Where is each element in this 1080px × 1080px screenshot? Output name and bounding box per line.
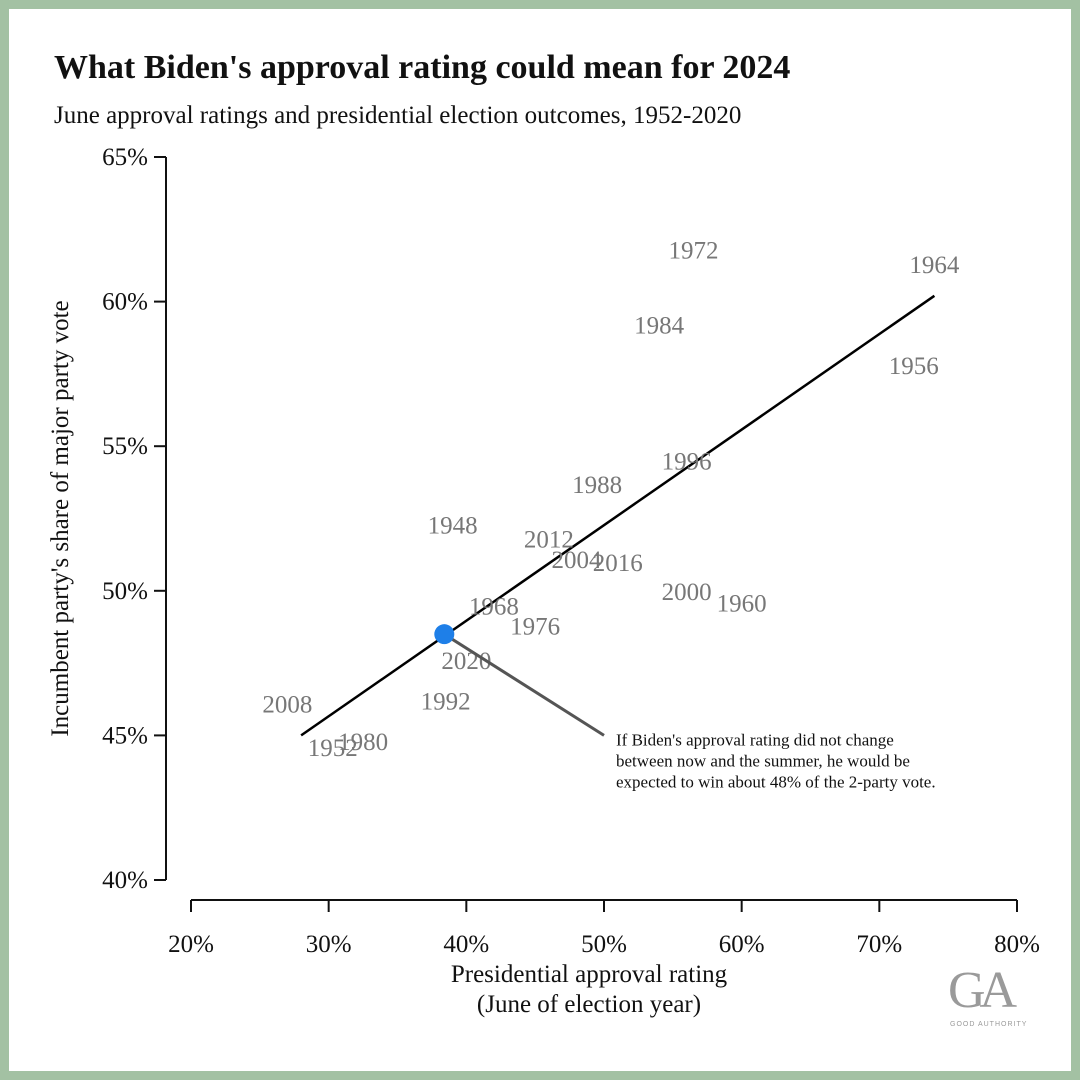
annotation-line: If Biden's approval rating did not chang… bbox=[616, 730, 894, 749]
y-axis-title: Incumbent party's share of major party v… bbox=[47, 300, 74, 736]
year-label-1948: 1948 bbox=[428, 512, 478, 539]
year-label-1960: 1960 bbox=[717, 590, 767, 617]
y-tick-label: 65% bbox=[102, 144, 148, 171]
year-label-2008: 2008 bbox=[262, 692, 312, 719]
year-label-2016: 2016 bbox=[593, 550, 643, 577]
regression-line bbox=[300, 294, 936, 737]
year-label-1964: 1964 bbox=[909, 252, 960, 279]
y-tick-label: 60% bbox=[102, 289, 148, 316]
x-tick-label: 20% bbox=[168, 931, 214, 958]
year-label-1972: 1972 bbox=[668, 238, 718, 265]
year-label-2012: 2012 bbox=[524, 527, 574, 554]
year-label-1952: 1952 bbox=[308, 735, 358, 762]
x-tick-label: 70% bbox=[856, 931, 902, 958]
logo-name: GOOD AUTHORITY bbox=[950, 1021, 1028, 1028]
annotation-line: expected to win about 48% of the 2-party… bbox=[616, 772, 936, 791]
chart-subtitle: June approval ratings and presidential e… bbox=[54, 102, 742, 129]
chart-title: What Biden's approval rating could mean … bbox=[54, 49, 791, 86]
y-tick-label: 45% bbox=[102, 722, 148, 749]
year-label-1980: 1980 bbox=[338, 729, 388, 756]
logo-mark: GA bbox=[948, 962, 1017, 1019]
year-label-1976: 1976 bbox=[510, 614, 560, 641]
year-label-2020: 2020 bbox=[441, 648, 491, 675]
x-axis-title: Presidential approval rating bbox=[451, 961, 728, 988]
y-tick-label: 55% bbox=[102, 433, 148, 460]
biden-highlight-point bbox=[434, 624, 455, 645]
y-tick-label: 40% bbox=[102, 867, 148, 894]
year-label-1988: 1988 bbox=[572, 472, 622, 499]
x-tick-label: 50% bbox=[581, 931, 627, 958]
x-tick-label: 60% bbox=[719, 931, 765, 958]
annotation-connector bbox=[443, 632, 605, 737]
year-label-1992: 1992 bbox=[421, 689, 471, 716]
x-tick-label: 80% bbox=[994, 931, 1040, 958]
x-tick-label: 30% bbox=[306, 931, 352, 958]
year-label-2004: 2004 bbox=[551, 547, 602, 574]
good-authority-logo: GA GOOD AUTHORITY bbox=[948, 965, 1038, 1035]
year-label-1996: 1996 bbox=[662, 449, 712, 476]
year-label-1968: 1968 bbox=[469, 593, 519, 620]
year-label-2000: 2000 bbox=[662, 579, 712, 606]
annotation-line: between now and the summer, he would be bbox=[616, 751, 910, 770]
y-tick-label: 50% bbox=[102, 578, 148, 605]
x-tick-label: 40% bbox=[443, 931, 489, 958]
x-axis-subtitle: (June of election year) bbox=[477, 991, 701, 1018]
year-label-1956: 1956 bbox=[889, 353, 939, 380]
year-label-1984: 1984 bbox=[634, 313, 685, 340]
